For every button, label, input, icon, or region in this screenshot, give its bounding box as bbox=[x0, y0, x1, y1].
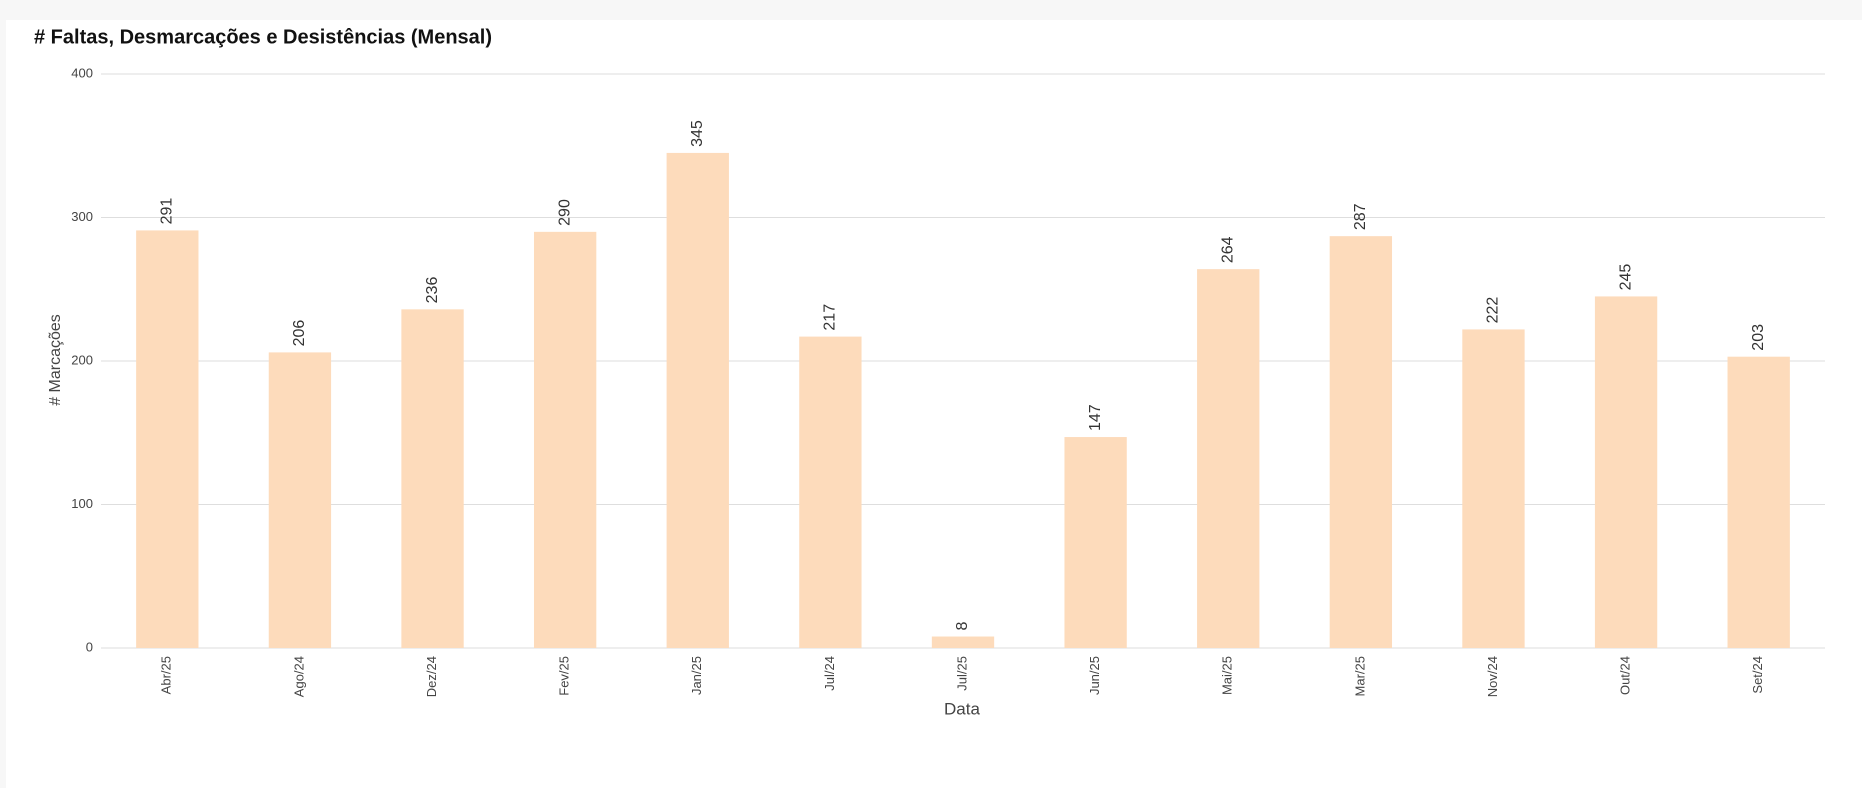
value-label: 290 bbox=[556, 199, 573, 226]
bar bbox=[533, 231, 597, 648]
x-tick-label: Jan/25 bbox=[689, 656, 704, 695]
x-tick-label: Dez/24 bbox=[424, 656, 439, 697]
x-tick-label: Jul/24 bbox=[822, 656, 837, 691]
chart-title: # Faltas, Desmarcações e Desistências (M… bbox=[34, 26, 492, 48]
x-tick-label: Nov/24 bbox=[1485, 656, 1500, 697]
value-label: 345 bbox=[689, 120, 706, 147]
value-label: 217 bbox=[822, 304, 839, 331]
value-label: 236 bbox=[424, 277, 441, 304]
bar bbox=[1197, 269, 1260, 648]
y-axis-label: # Marcações bbox=[47, 314, 64, 406]
value-label: 245 bbox=[1617, 264, 1634, 291]
bar bbox=[1727, 356, 1790, 648]
bar bbox=[1594, 296, 1658, 648]
value-label: 291 bbox=[159, 198, 176, 225]
bar bbox=[401, 309, 464, 648]
y-tick-label: 300 bbox=[71, 209, 93, 224]
x-axis-label: Data bbox=[944, 699, 980, 718]
x-tick-label: Mai/25 bbox=[1220, 656, 1235, 695]
x-tick-label: Ago/24 bbox=[291, 656, 306, 697]
value-label: 203 bbox=[1750, 324, 1767, 351]
value-label: 287 bbox=[1352, 203, 1369, 230]
bar bbox=[666, 152, 729, 649]
x-tick-label: Abr/25 bbox=[159, 656, 174, 694]
bar bbox=[931, 636, 995, 648]
value-label: 222 bbox=[1485, 297, 1502, 324]
x-tick-label: Jun/25 bbox=[1087, 656, 1102, 695]
y-tick-label: 200 bbox=[71, 352, 93, 367]
x-tick-label: Jul/25 bbox=[954, 656, 969, 691]
value-label: 206 bbox=[291, 320, 308, 347]
value-label: 147 bbox=[1087, 404, 1104, 431]
x-tick-label: Fev/25 bbox=[557, 656, 572, 696]
bar bbox=[1064, 437, 1127, 648]
value-label: 8 bbox=[954, 622, 971, 631]
bar bbox=[799, 336, 862, 648]
bar bbox=[268, 352, 332, 648]
y-tick-label: 0 bbox=[86, 639, 93, 654]
x-tick-label: Mar/25 bbox=[1352, 656, 1367, 696]
y-tick-label: 400 bbox=[71, 65, 93, 80]
bar bbox=[1329, 236, 1393, 648]
x-tick-label: Set/24 bbox=[1750, 656, 1765, 694]
y-tick-label: 100 bbox=[71, 496, 93, 511]
x-tick-label: Out/24 bbox=[1618, 656, 1633, 695]
bar bbox=[1462, 329, 1525, 648]
value-label: 264 bbox=[1219, 236, 1236, 263]
bar bbox=[136, 230, 199, 649]
chart: # Faltas, Desmarcações e Desistências (M… bbox=[6, 20, 1862, 788]
